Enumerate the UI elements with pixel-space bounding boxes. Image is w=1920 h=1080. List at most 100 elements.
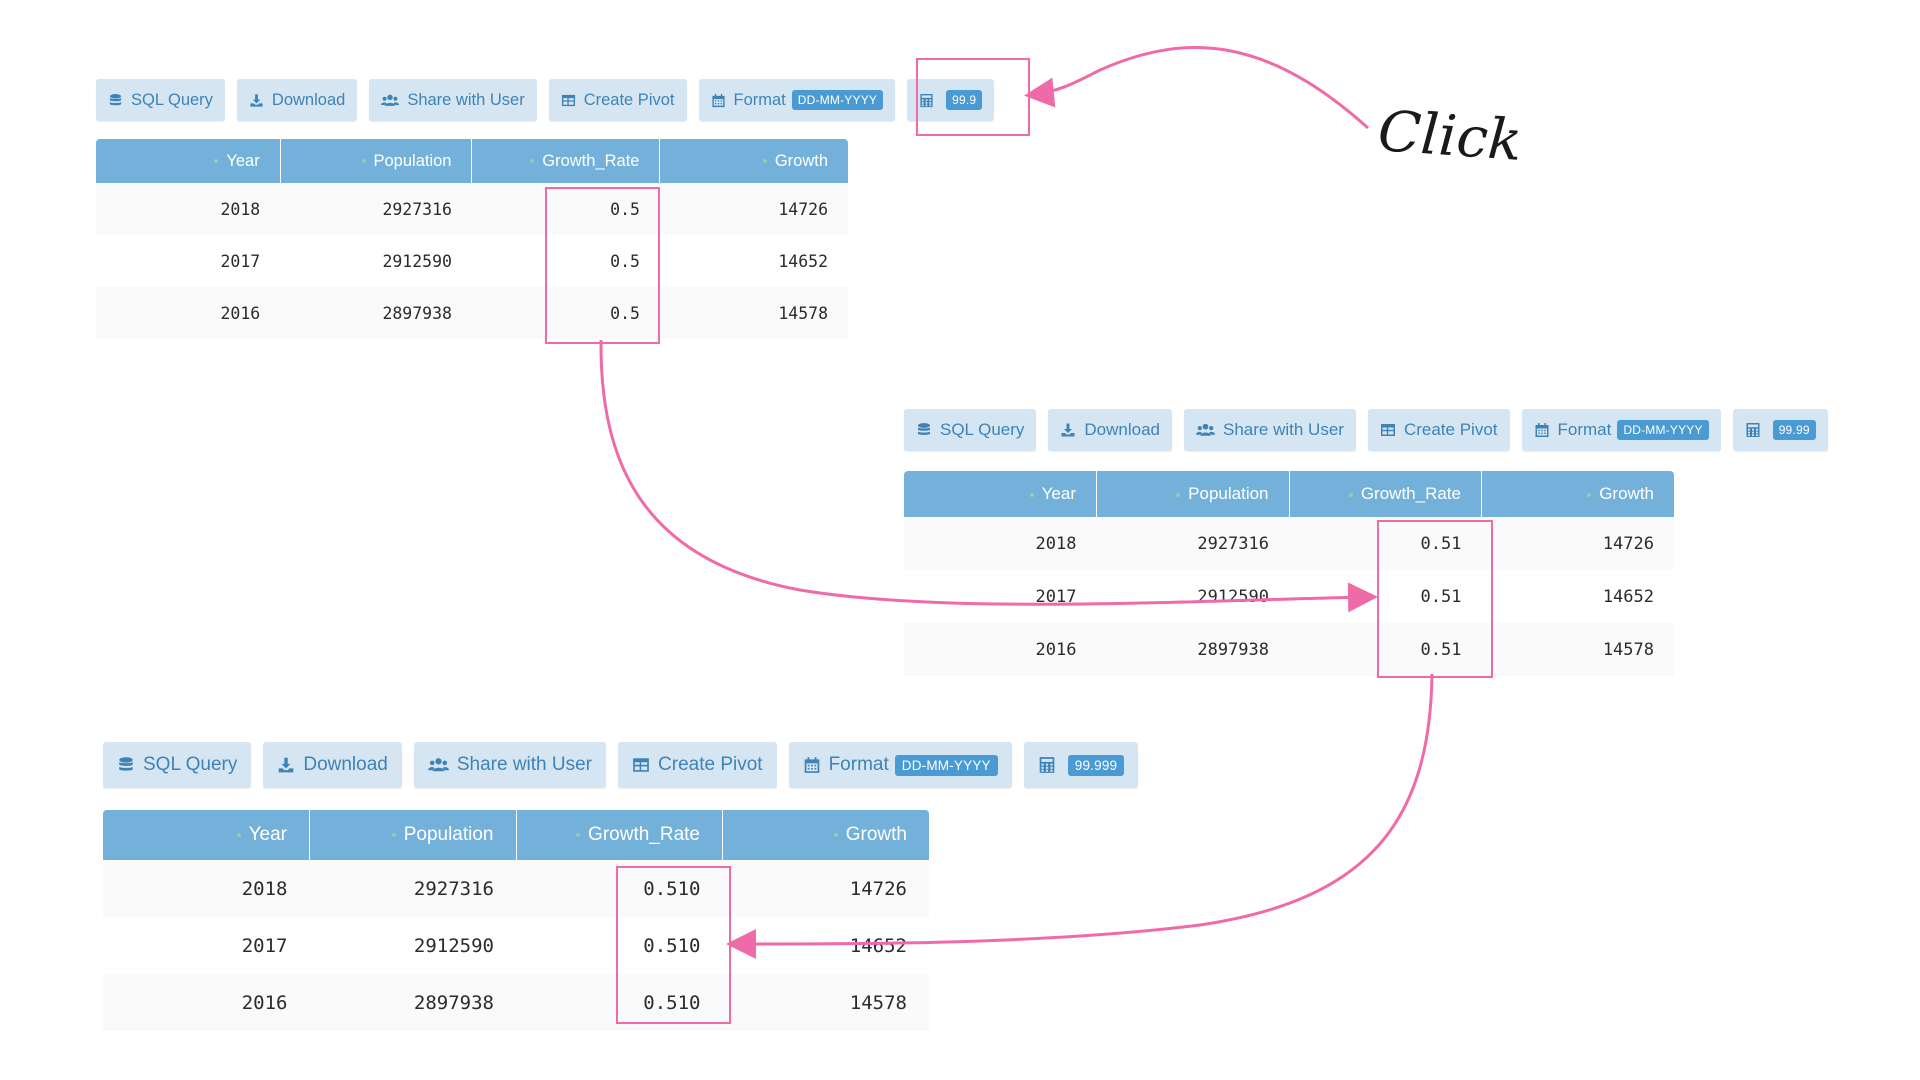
column-header-label: Year <box>226 151 260 170</box>
cell-growth-rate: 0.510 <box>516 860 723 917</box>
cell-population: 2897938 <box>309 974 516 1031</box>
precision-badge: 99.9 <box>946 90 983 110</box>
cell-year: 2017 <box>96 235 281 287</box>
table-icon <box>632 756 650 774</box>
cell-year: 2017 <box>904 570 1097 623</box>
panel-precision-3-decimals: SQL Query Download Share with User Creat… <box>103 742 1150 1031</box>
sql-query-button[interactable]: SQL Query <box>904 409 1037 451</box>
table-row: 2017 2912590 0.51 14652 <box>904 570 1674 623</box>
create-pivot-label: Create Pivot <box>658 754 763 775</box>
cell-growth-rate: 0.5 <box>471 287 660 339</box>
panel-precision-1-decimal: SQL Query Download Share with User Creat… <box>96 79 1006 339</box>
column-header-label: Year <box>248 824 287 845</box>
column-header-growth[interactable]: Growth <box>722 810 929 860</box>
create-pivot-button[interactable]: Create Pivot <box>618 742 777 788</box>
sort-indicator-icon <box>762 159 767 164</box>
column-header-population[interactable]: Population <box>1096 471 1290 517</box>
cell-growth: 14578 <box>1481 623 1674 676</box>
cell-growth-rate: 0.510 <box>516 974 723 1031</box>
format-button[interactable]: Format DD-MM-YYYY <box>698 79 896 121</box>
create-pivot-label: Create Pivot <box>583 90 675 109</box>
cell-growth: 14652 <box>659 235 848 287</box>
download-button[interactable]: Download <box>1048 409 1173 451</box>
table-row: 2016 2897938 0.51 14578 <box>904 623 1674 676</box>
cell-year: 2016 <box>103 974 310 1031</box>
download-button[interactable]: Download <box>236 79 358 121</box>
date-format-badge: DD-MM-YYYY <box>894 754 998 776</box>
sort-indicator-icon <box>214 159 219 164</box>
column-header-label: Growth <box>845 824 907 845</box>
header-row: Year Population Growth_Rate Growth <box>904 471 1674 517</box>
download-icon <box>249 93 264 108</box>
column-header-growth[interactable]: Growth <box>1481 471 1674 517</box>
precision-button[interactable]: 99.9 <box>907 79 995 121</box>
calculator-icon <box>919 93 934 108</box>
create-pivot-button[interactable]: Create Pivot <box>1367 409 1510 451</box>
download-button[interactable]: Download <box>263 742 402 788</box>
sort-indicator-icon <box>361 159 366 164</box>
table-icon <box>561 93 576 108</box>
sort-indicator-icon <box>1587 492 1592 497</box>
sql-query-button[interactable]: SQL Query <box>96 79 225 121</box>
cell-growth: 14578 <box>722 974 929 1031</box>
cell-year: 2017 <box>103 917 310 974</box>
table-row: 2016 2897938 0.5 14578 <box>96 287 848 339</box>
cell-year: 2018 <box>103 860 310 917</box>
cell-population: 2927316 <box>309 860 516 917</box>
table-row: 2016 2897938 0.510 14578 <box>103 974 929 1031</box>
column-header-growth-rate[interactable]: Growth_Rate <box>1289 471 1482 517</box>
sort-indicator-icon <box>1176 492 1181 497</box>
cell-population: 2927316 <box>280 183 472 235</box>
download-label: Download <box>303 754 388 775</box>
column-header-population[interactable]: Population <box>280 139 473 183</box>
create-pivot-button[interactable]: Create Pivot <box>548 79 687 121</box>
sql-query-button[interactable]: SQL Query <box>103 742 252 788</box>
download-label: Download <box>1084 420 1161 439</box>
format-button[interactable]: Format DD-MM-YYYY <box>788 742 1012 788</box>
header-row: Year Population Growth_Rate Growth <box>103 810 929 860</box>
cell-growth-rate: 0.51 <box>1289 570 1482 623</box>
database-icon <box>117 756 135 774</box>
share-with-user-button[interactable]: Share with User <box>369 79 537 121</box>
column-header-year[interactable]: Year <box>103 810 310 860</box>
database-icon <box>108 93 123 108</box>
column-header-label: Year <box>1041 484 1076 503</box>
precision-button[interactable]: 99.99 <box>1732 409 1828 451</box>
precision-button[interactable]: 99.999 <box>1023 742 1139 788</box>
sort-indicator-icon <box>576 832 581 837</box>
share-with-user-button[interactable]: Share with User <box>413 742 607 788</box>
column-header-population[interactable]: Population <box>309 810 517 860</box>
format-label: Format <box>1557 420 1612 439</box>
cell-growth-rate: 0.51 <box>1289 623 1482 676</box>
calendar-icon <box>711 93 726 108</box>
cell-year: 2018 <box>96 183 281 235</box>
column-header-label: Population <box>1188 484 1269 503</box>
sql-query-label: SQL Query <box>131 90 213 109</box>
toolbar: SQL Query Download Share with User Creat… <box>103 742 1150 788</box>
precision-badge: 99.999 <box>1067 754 1125 776</box>
database-icon <box>916 422 932 438</box>
column-header-label: Growth <box>774 151 828 170</box>
column-header-label: Growth_Rate <box>542 151 640 170</box>
cell-population: 2897938 <box>280 287 472 339</box>
cell-growth: 14578 <box>659 287 848 339</box>
header-row: Year Population Growth_Rate Growth <box>96 139 848 183</box>
date-format-badge: DD-MM-YYYY <box>791 90 884 110</box>
column-header-growth-rate[interactable]: Growth_Rate <box>471 139 661 183</box>
format-label: Format <box>733 90 786 109</box>
calendar-icon <box>1534 422 1550 438</box>
cell-growth: 14652 <box>1481 570 1674 623</box>
format-button[interactable]: Format DD-MM-YYYY <box>1521 409 1721 451</box>
column-header-growth[interactable]: Growth <box>659 139 848 183</box>
column-header-year[interactable]: Year <box>96 139 281 183</box>
table-row: 2017 2912590 0.510 14652 <box>103 917 929 974</box>
precision-badge: 99.99 <box>1772 420 1816 440</box>
create-pivot-label: Create Pivot <box>1403 420 1498 439</box>
column-header-growth-rate[interactable]: Growth_Rate <box>516 810 723 860</box>
cell-growth: 14652 <box>722 917 929 974</box>
column-header-year[interactable]: Year <box>904 471 1097 517</box>
results-table: Year Population Growth_Rate Growth 2018 … <box>103 810 929 1031</box>
arrow-to-precision-button <box>1024 46 1370 130</box>
share-with-user-button[interactable]: Share with User <box>1184 409 1356 451</box>
sort-indicator-icon <box>1029 492 1034 497</box>
